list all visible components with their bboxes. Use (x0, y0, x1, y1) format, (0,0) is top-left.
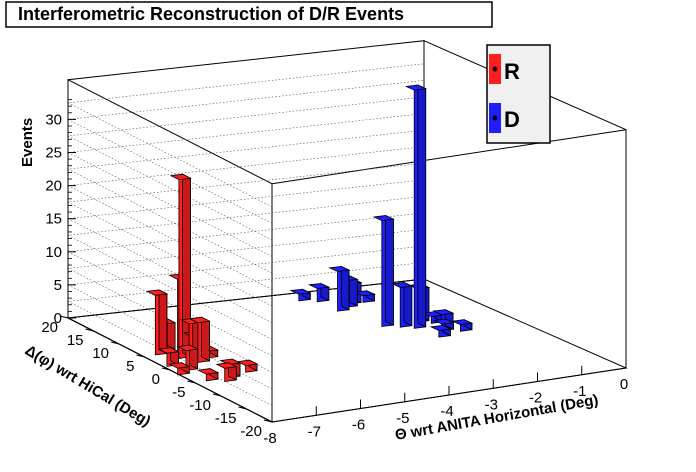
bar-top-face (372, 215, 395, 222)
left-wall (67, 78, 273, 423)
y-tick-label: 20 (41, 319, 58, 336)
x-tick-label: -6 (352, 417, 365, 434)
y-tick-mark (161, 367, 171, 371)
bar-top-face (289, 288, 312, 295)
y-tick-label: 15 (67, 332, 84, 349)
z-tick-label: 0 (54, 310, 62, 327)
y-tick-label: -15 (215, 410, 237, 427)
z-tick-label: 5 (54, 277, 62, 294)
bar-side-face (340, 265, 350, 311)
bar-r (188, 316, 211, 363)
y-tick-label: 0 (152, 371, 160, 388)
bar-r (215, 362, 238, 382)
bar-d (432, 318, 456, 332)
bar-d (429, 324, 452, 338)
y-tick-label: -20 (240, 423, 262, 440)
z-axis-title: Events (19, 118, 36, 167)
bar-d (451, 318, 474, 332)
bar-r (176, 344, 199, 371)
bar-top-face (176, 344, 199, 352)
legend-label-r: R (504, 59, 520, 84)
grid-line (66, 262, 425, 406)
bar-r (169, 173, 192, 359)
bar-top-face (197, 368, 220, 375)
title-box (5, 1, 493, 28)
grid-line (66, 196, 425, 340)
bar-top-face (169, 173, 192, 181)
y-tick-label: 5 (126, 358, 134, 375)
bar-top-face (157, 347, 180, 354)
bar-top-face (168, 362, 191, 369)
bar-d (353, 290, 376, 303)
bar-r (168, 361, 191, 376)
bar-r (197, 367, 220, 382)
grid-line (66, 212, 425, 357)
bar-r (146, 289, 169, 356)
y-tick-mark (187, 380, 196, 384)
bars-layer (146, 84, 474, 382)
legend-label-d: D (504, 107, 520, 132)
y-tick-mark (136, 354, 145, 358)
x-tick-label: -1 (573, 383, 586, 400)
legend: R D (486, 44, 551, 144)
x-tick-label: -7 (308, 423, 321, 440)
z-tick-label: 20 (45, 178, 62, 195)
chart-title: Interferometric Reconstruction of D/R Ev… (18, 4, 404, 24)
z-tick-label: 10 (45, 244, 62, 261)
bar-d (289, 288, 312, 302)
bar-top-face (404, 84, 428, 91)
bar-d (404, 84, 428, 329)
z-tick-label: 25 (45, 145, 62, 162)
x-tick-label: -4 (440, 403, 453, 420)
bar-top-face (146, 289, 169, 296)
x-tick-label: -2 (529, 390, 542, 407)
bar-side-face (158, 289, 168, 355)
bar-side-face (201, 316, 210, 362)
bar-top-face (328, 265, 351, 272)
bar-d (328, 265, 351, 312)
y-tick-mark (263, 419, 273, 423)
bar-top-face (432, 309, 455, 316)
bar-top-face (353, 290, 376, 297)
y-tick-mark (238, 406, 247, 410)
bar-side-face (403, 281, 413, 327)
legend-marker-d (492, 115, 498, 121)
y-tick-label: -10 (189, 397, 211, 414)
bar-side-face (417, 84, 427, 328)
y-tick-label: 10 (92, 345, 109, 362)
bar-top-face (432, 318, 456, 325)
bar-top-face (390, 281, 414, 288)
x-tick-label: 0 (620, 376, 628, 393)
legend-marker-r (492, 66, 498, 72)
y-tick-label: -5 (172, 384, 185, 401)
top-front-edge (271, 129, 627, 185)
bar-top-face (236, 359, 259, 367)
x-tick-label: -3 (485, 396, 498, 413)
y-tick-mark (85, 328, 94, 332)
x-tick-label: -5 (396, 410, 409, 427)
bar-side-face (385, 214, 394, 326)
bar-top-face (307, 283, 331, 289)
y-tick-mark (110, 341, 120, 345)
y-tick-mark (59, 315, 69, 319)
z-tick-label: 15 (45, 211, 62, 228)
bar-d (372, 214, 395, 327)
bar-top-face (451, 319, 474, 326)
bar-r (236, 359, 259, 373)
bar-top-face (188, 316, 211, 324)
x-tick-label: -8 (263, 430, 276, 447)
bar-top-face (219, 358, 242, 365)
y-tick-mark (212, 393, 222, 397)
bar-top-face (429, 324, 452, 331)
bar-top-face (215, 362, 238, 369)
bar-d (307, 282, 331, 303)
bar-d (390, 281, 414, 328)
z-tick-label: 30 (45, 111, 62, 128)
y-axis-title: Δ(φ) wrt HiCal (Deg) (22, 342, 153, 430)
bar-r (157, 347, 180, 367)
